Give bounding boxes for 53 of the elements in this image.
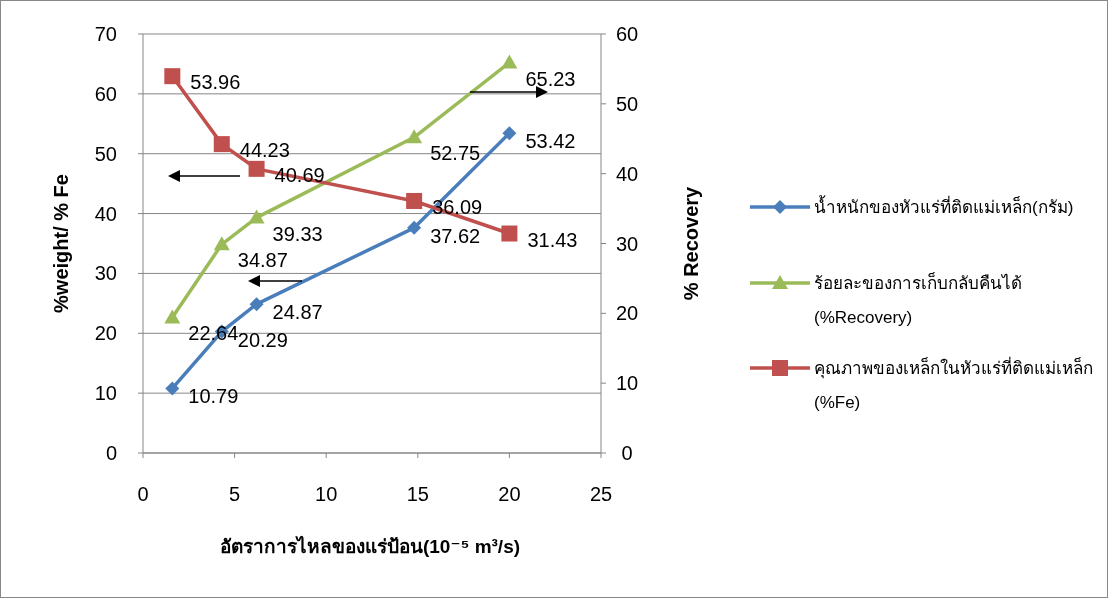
legend-label: ร้อยละของการเก็บกลับคืนได้ (%Recovery) [814,271,1022,327]
y-tick-label: 70 [94,23,117,45]
y-tick-label: 20 [94,322,117,345]
y-axis-title: %weight/ % Fe [50,174,72,313]
point [501,225,518,242]
point [407,220,422,235]
y-tick-label: 10 [94,382,117,405]
y2-tick-label: 40 [615,162,639,185]
y2-axis-title: % Recovery [680,185,702,301]
x-tick-label: 20 [498,483,521,505]
y2-tick-label: 0 [621,442,633,464]
data-label: 52.75 [430,142,481,165]
point [213,236,230,251]
legend-label: คุณภาพของเหล็กในหัวแร่ที่ติดแม่เหล็ก (%Fe) [814,355,1093,412]
x-axis-title: อัตราการไหลของแร่ป้อน(10⁻⁵ m³/s) [219,535,521,557]
point [501,54,518,69]
x-tick-label: 5 [229,483,241,505]
y-tick-label: 60 [94,82,117,105]
y-tick-label: 0 [105,442,117,464]
data-label: 37.62 [430,224,481,247]
point [213,136,230,153]
y-tick-label: 50 [94,142,117,165]
data-label: 24.87 [272,301,323,324]
data-label: 10.79 [188,385,239,408]
point [502,126,517,141]
y-tick-label: 40 [94,202,117,225]
data-label: 31.43 [527,228,578,251]
point [165,381,180,396]
data-label: 39.33 [272,222,323,245]
legend-label: น้ำหนักของหัวแร่ที่ติดแม่เหล็ก(กรัม) [814,194,1074,217]
point [249,297,264,312]
x-tick-label: 10 [315,483,338,505]
point [406,129,423,144]
x-tick-label: 0 [137,483,149,505]
data-label: 65.23 [525,67,576,90]
point [164,68,181,85]
data-label: 34.87 [237,249,288,272]
y2-tick-label: 50 [615,92,639,115]
data-label: 53.42 [525,130,576,153]
x-tick-label: 15 [406,483,429,505]
point [164,309,181,324]
y2-tick-label: 30 [615,232,639,255]
y2-tick-label: 60 [615,23,639,45]
y-tick-label: 30 [94,262,117,285]
x-tick-label: 25 [589,483,613,505]
y2-tick-label: 10 [615,372,639,395]
data-label: 53.96 [190,71,241,94]
point [248,209,265,224]
point [248,160,265,177]
data-label: 44.23 [239,139,290,162]
data-label: 20.29 [237,328,288,351]
point [406,192,423,209]
y2-tick-label: 20 [615,302,639,325]
